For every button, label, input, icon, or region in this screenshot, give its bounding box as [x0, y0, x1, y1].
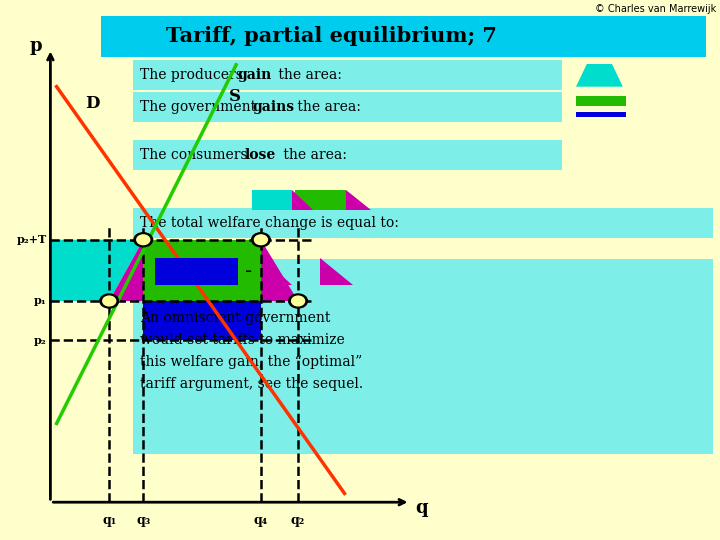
Bar: [133, 208, 713, 238]
Text: The producers: The producers: [140, 69, 248, 82]
Bar: [133, 259, 713, 454]
Text: lose: lose: [245, 148, 276, 162]
Polygon shape: [261, 240, 298, 301]
Polygon shape: [143, 301, 261, 340]
Polygon shape: [292, 190, 313, 210]
Circle shape: [251, 233, 270, 247]
Bar: [133, 60, 562, 90]
Text: q₂: q₂: [291, 514, 305, 527]
Circle shape: [289, 294, 307, 308]
Text: p₁: p₁: [34, 295, 47, 307]
Text: the area:: the area:: [293, 100, 361, 113]
Text: p₂+T: p₂+T: [17, 234, 47, 245]
Circle shape: [254, 235, 267, 245]
Text: gains: gains: [252, 100, 294, 113]
Text: The government: The government: [140, 100, 261, 113]
Text: D: D: [86, 95, 100, 112]
Circle shape: [292, 296, 305, 306]
Text: the area:: the area:: [274, 69, 341, 82]
Circle shape: [134, 233, 153, 247]
Text: The consumers: The consumers: [140, 148, 253, 162]
Bar: [133, 92, 562, 122]
Text: © Charles van Marrewijk: © Charles van Marrewijk: [595, 4, 716, 14]
Circle shape: [103, 296, 116, 306]
Text: gain: gain: [238, 69, 272, 82]
Text: p: p: [30, 37, 42, 55]
Text: q₃: q₃: [136, 514, 150, 527]
Circle shape: [137, 235, 150, 245]
Bar: [133, 140, 562, 170]
Bar: [101, 16, 706, 57]
Bar: [576, 96, 626, 106]
Text: The total welfare change is equal to:: The total welfare change is equal to:: [140, 216, 400, 229]
Bar: [576, 112, 626, 117]
Text: p₂: p₂: [34, 335, 47, 346]
Text: Tariff, partial equilibrium; 7: Tariff, partial equilibrium; 7: [166, 26, 497, 46]
Text: -: -: [245, 261, 252, 281]
Text: An omniscient government
would set tariffs to maximize
this welfare gain, the “o: An omniscient government would set tarif…: [140, 312, 364, 390]
Text: q₄: q₄: [254, 514, 268, 527]
Text: q: q: [415, 498, 428, 517]
Bar: [252, 190, 292, 210]
Text: q₁: q₁: [102, 514, 117, 527]
Polygon shape: [143, 240, 261, 301]
Polygon shape: [263, 258, 292, 285]
Circle shape: [100, 294, 119, 308]
Polygon shape: [50, 240, 143, 301]
Polygon shape: [346, 190, 371, 210]
Text: S: S: [229, 87, 241, 105]
Polygon shape: [109, 240, 143, 301]
Text: the area:: the area:: [279, 148, 347, 162]
Polygon shape: [576, 64, 623, 86]
Bar: [295, 190, 346, 210]
Polygon shape: [320, 258, 353, 285]
Bar: [155, 258, 238, 285]
